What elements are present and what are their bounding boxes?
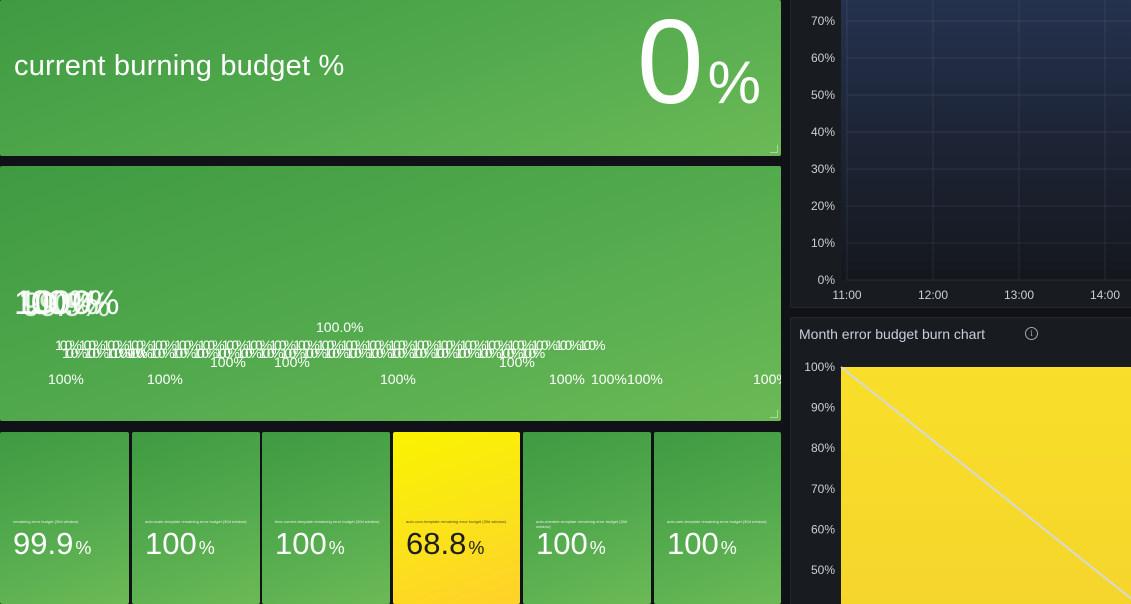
stat-value: 100% [145,528,215,559]
overlapped-label: 100% [48,371,84,387]
stat-box[interactable]: auto-core-template remaining error budge… [393,432,520,604]
stat-number: 0 [636,0,704,129]
stat-number: 99.9 [13,526,74,561]
overlapped-label: 100% [627,371,663,387]
stat-value: 100% [667,528,737,559]
overlapped-label: 100.0% [316,319,364,335]
overlapped-label: 100% [274,354,310,370]
overlapped-label: 100% [591,371,627,387]
x-tick-label: 14:00 [1090,288,1120,302]
stat-box[interactable]: remaining error budget (30d window) 99.9… [0,432,129,604]
stat-box[interactable]: auto-member-template remaining error bud… [523,432,651,604]
resize-handle-icon[interactable] [770,145,778,153]
stat-value: 100% [536,528,606,559]
stat-title: auto-scale-template remaining error budg… [145,519,247,524]
y-tick-label: 90% [811,401,835,415]
stat-title: time-current-template remaining error bu… [275,519,380,524]
stat-box[interactable]: time-current-template remaining error bu… [262,432,390,604]
panel-title: current burning budget % [14,50,345,82]
stat-title: remaining error budget (30d window) [13,519,79,524]
overlapped-big-label: 99.9% [22,286,110,324]
y-tick-label: 70% [811,482,835,496]
stat-value: 0% [637,2,761,122]
stat-title: auto-member-template remaining error bud… [536,519,628,529]
stat-number: 100 [145,526,197,561]
y-axis: 50% 60% 70% 80% 90% 100% [804,360,835,577]
stat-unit: % [468,538,485,558]
overlapped-label: 100% [147,371,183,387]
stat-value: 99.9% [13,528,91,559]
burn-area-chart[interactable]: 50% 60% 70% 80% 90% 100% [791,318,1131,604]
overlapped-label: 100% [549,371,585,387]
x-axis: 11:00 12:00 13:00 14:00 [832,288,1120,302]
stat-unit: % [589,538,606,558]
y-tick-label: 30% [811,162,835,176]
current-burning-budget-panel[interactable]: current burning budget % 0% [0,0,781,156]
overlapped-big-label: 100% [30,288,90,318]
y-tick-label: 50% [811,563,835,577]
stat-unit: % [198,538,215,558]
stat-box[interactable]: auto-web-template remaining error budget… [654,432,781,604]
y-tick-label: 60% [811,51,835,65]
x-tick-label: 11:00 [832,288,861,302]
time-series-chart[interactable]: 0%10%20%30%40%50%60%70% 11:00 12:00 13:00 1… [791,0,1131,308]
y-tick-label: 0% [818,273,836,287]
stat-unit: % [720,538,737,558]
y-tick-label: 80% [811,441,835,455]
overlapped-label: 100% [380,371,416,387]
overlapped-label: 100% [112,345,148,361]
y-tick-label: 100% [804,360,835,374]
stat-title: auto-core-template remaining error budge… [406,519,507,524]
stat-unit: % [75,538,92,558]
stat-number: 100 [667,526,719,561]
stat-number: 100 [536,526,588,561]
stat-unit: % [328,538,345,558]
y-tick-label: 20% [811,199,835,213]
y-tick-label: 40% [811,125,835,139]
stat-value: 68.8% [406,528,484,559]
y-tick-label: 70% [811,14,835,28]
y-tick-label: 10% [811,236,835,250]
info-icon[interactable]: i [1025,327,1038,340]
y-tick-label: 60% [811,522,835,536]
month-burn-chart-panel[interactable]: Month error budget burn chart i 50% 60% 70… [790,317,1131,604]
chart-plot-area [841,0,1131,280]
overlapped-label: 100% [499,354,535,370]
x-tick-label: 13:00 [1004,288,1034,302]
overlapped-big-label: 100% [18,284,99,322]
y-axis: 0% 10% 20% 30% 40% 50% 60% 70% [811,14,835,287]
overlapped-label: 100% [210,354,246,370]
chart-grid [846,0,1131,281]
stat-title: auto-web-template remaining error budget… [667,519,767,524]
stat-unit: % [707,49,761,116]
x-tick-label: 12:00 [918,288,948,302]
chart-title: Month error budget burn chart [799,326,985,342]
resize-handle-icon[interactable] [770,410,778,418]
overlapped-label: 100%100%100%100%100%100%100%100%100%100%… [62,346,545,360]
overlapped-label: 100%100%100%100%100%100%100%100%100%100%… [55,338,606,352]
overlapped-budget-panel[interactable]: 100.0% 100% 99.9% 100% 100.0% 100%100%10… [0,166,781,421]
burn-series-line [840,366,1131,600]
stat-value: 100% [275,528,345,559]
y-tick-label: 50% [811,88,835,102]
stat-box[interactable]: auto-scale-template remaining error budg… [132,432,260,604]
budget-time-series-panel[interactable]: 0% 10% 20% 30% 40% 50% 60% 70% 11:00 12:00 13:00 1… [790,0,1131,308]
stat-number: 68.8 [406,526,467,561]
stat-number: 100 [275,526,327,561]
overlapped-big-label: 100.0% [14,284,119,322]
overlapped-label: 100% [753,371,781,387]
